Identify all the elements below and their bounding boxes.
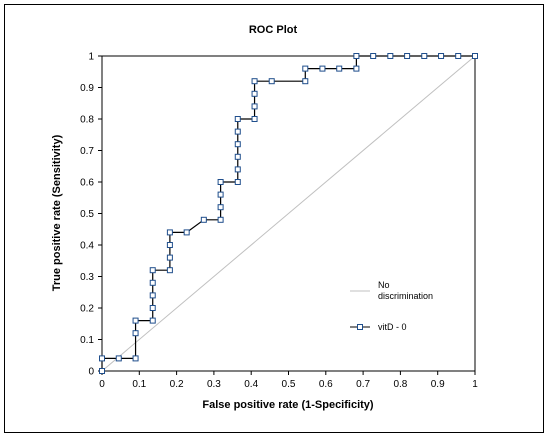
x-tick-label: 0: [99, 379, 105, 390]
x-tick-label: 0.1: [132, 379, 146, 390]
roc-point: [302, 78, 309, 85]
roc-point: [132, 355, 139, 362]
roc-point: [455, 53, 462, 59]
roc-point: [217, 216, 224, 223]
x-tick-label: 0.7: [356, 379, 370, 390]
roc-point: [387, 53, 394, 59]
roc-point: [302, 65, 309, 72]
roc-point: [353, 53, 360, 59]
y-tick-label: 0: [88, 367, 94, 378]
x-tick-label: 0.6: [319, 379, 333, 390]
legend-label: vitD - 0: [378, 322, 407, 332]
roc-point: [438, 53, 445, 59]
roc-point: [149, 267, 156, 274]
roc-point: [353, 65, 360, 72]
y-tick-label: 0.3: [80, 272, 94, 283]
roc-point: [234, 128, 241, 135]
roc-point: [370, 53, 377, 59]
roc-point: [404, 53, 411, 59]
roc-point: [149, 279, 156, 286]
roc-point: [251, 116, 258, 122]
roc-point: [234, 166, 241, 173]
roc-point: [234, 179, 241, 185]
roc-point: [319, 65, 326, 72]
roc-point: [421, 53, 428, 59]
no-discrimination-line: [101, 55, 476, 372]
x-axis-title: False positive rate (1-Specificity): [202, 399, 374, 411]
x-tick-label: 0.3: [207, 379, 221, 390]
roc-point: [234, 153, 241, 160]
roc-point: [268, 78, 275, 85]
roc-point: [217, 204, 224, 211]
roc-point: [251, 103, 258, 110]
roc-point: [336, 65, 343, 72]
legend: No discrimination vitD - 0: [350, 280, 433, 332]
roc-point: [132, 330, 139, 337]
y-tick-label: 0.9: [80, 83, 94, 94]
roc-point: [217, 191, 224, 198]
y-tick-label: 0.5: [80, 209, 94, 220]
y-tick-label: 1: [88, 52, 94, 63]
roc-point: [99, 355, 105, 362]
roc-point: [132, 317, 139, 324]
y-tick-label: 0.6: [80, 178, 94, 189]
roc-point: [115, 355, 122, 362]
roc-point: [166, 242, 173, 248]
y-tick-label: 0.1: [80, 335, 94, 346]
roc-point: [99, 368, 105, 374]
roc-point: [251, 78, 258, 85]
roc-point: [234, 141, 241, 148]
series-layer: [99, 53, 478, 374]
roc-point: [149, 292, 156, 299]
y-tick-label: 0.7: [80, 146, 94, 157]
x-tick-label: 1: [472, 379, 478, 390]
roc-point: [217, 179, 224, 185]
roc-point: [166, 229, 173, 236]
roc-point: [166, 254, 173, 261]
y-axis-ticks: 0 0.1 0.2 0.3 0.4 0.5 0.6 0.7 0.8 0.9 1: [80, 52, 102, 378]
chart-frame: ROC Plot 0 0.1 0.2 0.3 0.4 0.5 0.6 0.7 0.8 0.9 1 0…: [4, 4, 544, 433]
y-tick-label: 0.4: [80, 241, 94, 252]
y-axis-title: True positive rate (Sensitivity): [51, 134, 63, 291]
roc-point: [200, 216, 207, 223]
roc-point: [149, 317, 156, 324]
legend-swatch-marker: [357, 324, 363, 330]
roc-point: [166, 267, 173, 274]
x-axis-ticks: 0 0.1 0.2 0.3 0.4 0.5 0.6 0.7 0.8 0.9 1: [99, 371, 478, 390]
y-tick-label: 0.8: [80, 115, 94, 126]
roc-point: [183, 229, 190, 236]
chart-title: ROC Plot: [249, 24, 298, 36]
roc-point: [234, 116, 241, 122]
y-tick-label: 0.2: [80, 304, 94, 315]
roc-chart: ROC Plot 0 0.1 0.2 0.3 0.4 0.5 0.6 0.7 0.8 0.9 1 0…: [51, 24, 478, 411]
legend-label: No discrimination: [378, 280, 433, 301]
roc-point: [472, 53, 478, 59]
roc-point: [149, 305, 156, 311]
x-tick-label: 0.4: [244, 379, 258, 390]
roc-point: [251, 90, 258, 97]
x-tick-label: 0.9: [431, 379, 445, 390]
x-tick-label: 0.8: [393, 379, 407, 390]
x-tick-label: 0.5: [282, 379, 296, 390]
x-tick-label: 0.2: [170, 379, 184, 390]
